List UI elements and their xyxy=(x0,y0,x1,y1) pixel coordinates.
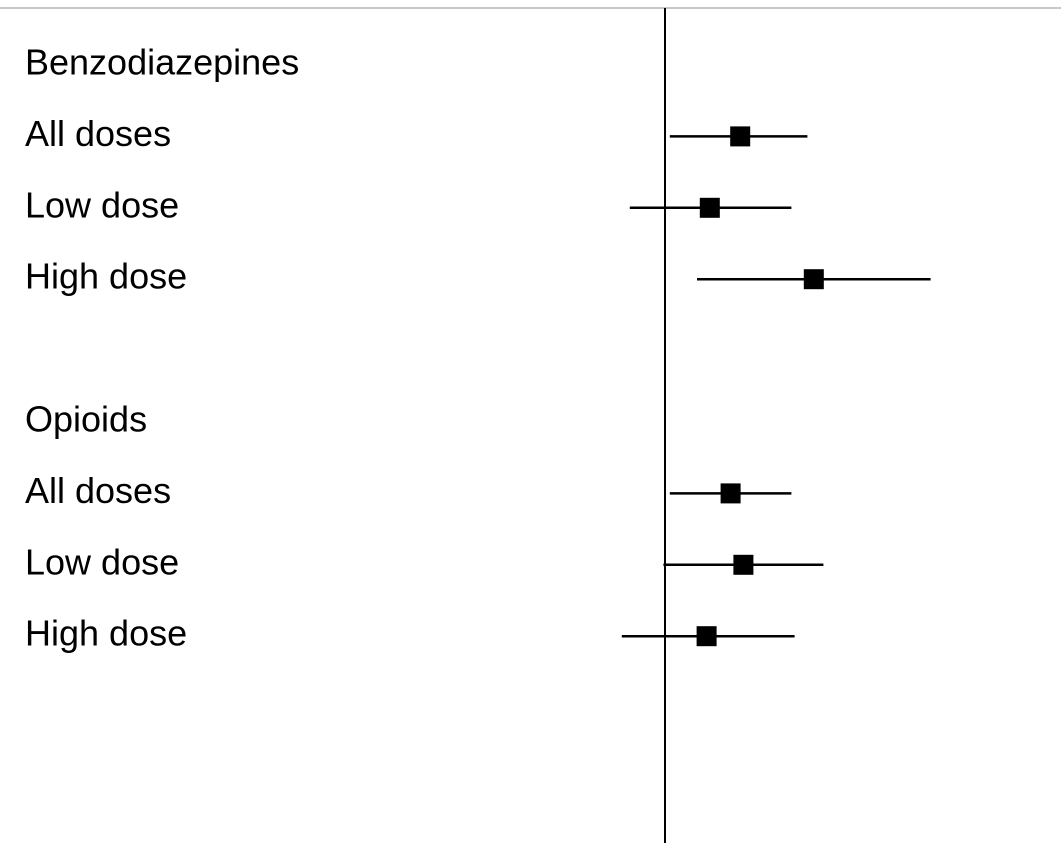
point-estimate xyxy=(730,126,751,147)
row-label: All doses xyxy=(25,470,171,511)
row-label: Low dose xyxy=(25,184,179,225)
point-estimate xyxy=(733,554,754,575)
row-label: All doses xyxy=(25,113,171,154)
point-estimate xyxy=(699,197,720,218)
point-estimate xyxy=(803,269,824,290)
point-estimate xyxy=(696,626,717,647)
row-label: High dose xyxy=(25,256,187,297)
row-label: High dose xyxy=(25,613,187,654)
row-label: Opioids xyxy=(25,399,147,440)
row-label: Benzodiazepines xyxy=(25,42,299,83)
point-estimate xyxy=(720,483,741,504)
row-label: Low dose xyxy=(25,541,179,582)
